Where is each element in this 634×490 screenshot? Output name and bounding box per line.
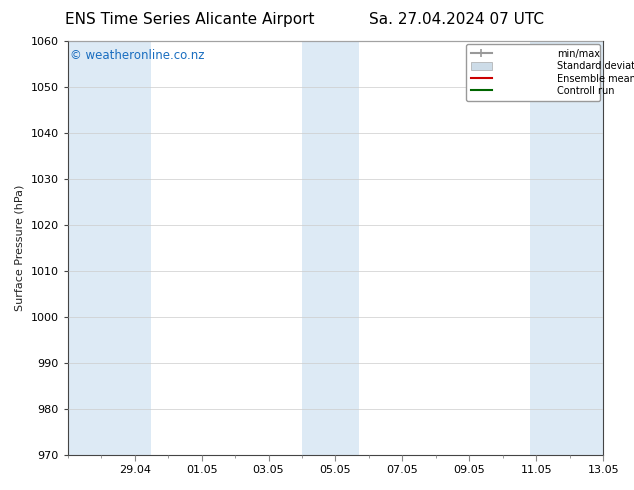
Text: Sa. 27.04.2024 07 UTC: Sa. 27.04.2024 07 UTC bbox=[369, 12, 544, 27]
Legend: min/max, Standard deviation, Ensemble mean run, Controll run: min/max, Standard deviation, Ensemble me… bbox=[466, 44, 600, 101]
Bar bbox=[68, 41, 152, 455]
Y-axis label: Surface Pressure (hPa): Surface Pressure (hPa) bbox=[15, 185, 25, 311]
Bar bbox=[302, 41, 359, 455]
Bar bbox=[529, 41, 603, 455]
Text: ENS Time Series Alicante Airport: ENS Time Series Alicante Airport bbox=[65, 12, 315, 27]
Text: © weatheronline.co.nz: © weatheronline.co.nz bbox=[70, 49, 205, 62]
